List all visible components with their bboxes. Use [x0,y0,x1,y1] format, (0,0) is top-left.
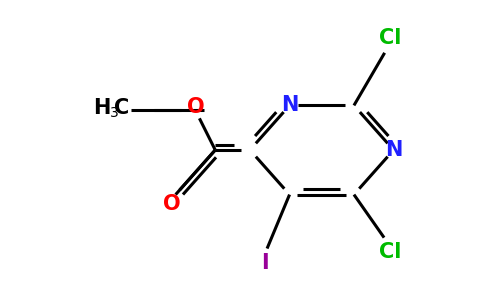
Text: 3: 3 [110,106,119,120]
Text: I: I [261,253,269,273]
Text: O: O [163,194,181,214]
Text: Cl: Cl [379,28,402,48]
Text: O: O [187,98,204,117]
Text: N: N [385,140,402,160]
Text: Cl: Cl [379,242,402,262]
Text: N: N [281,95,298,116]
Text: H: H [92,98,110,118]
Text: C: C [114,98,129,118]
